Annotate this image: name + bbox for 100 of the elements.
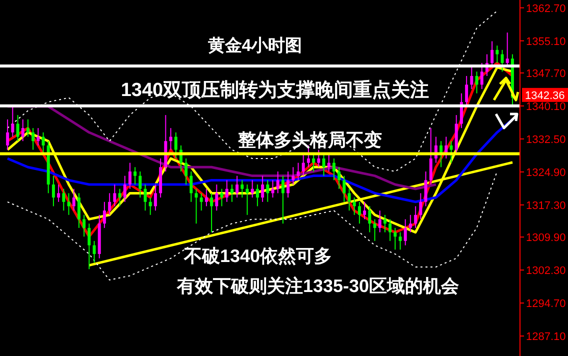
candlestick (480, 62, 484, 90)
candlestick (378, 210, 382, 233)
candlestick (281, 175, 284, 224)
candlestick (246, 184, 249, 216)
candlestick (11, 106, 14, 138)
candlestick (352, 197, 356, 216)
candlestick (342, 175, 346, 202)
y-tick-label: 1355.10 (526, 36, 566, 48)
candlestick (230, 184, 234, 202)
candlestick (88, 223, 91, 270)
candlestick (327, 154, 330, 172)
candlestick (194, 188, 198, 224)
y-tick-label: 1287.10 (526, 331, 566, 344)
candlestick (72, 188, 76, 212)
annotation: 1340双顶压制转为支撑晚间重点关注 (120, 80, 430, 101)
candlestick (123, 175, 126, 202)
candlestick (302, 154, 305, 176)
y-tick-label: 1294.70 (526, 298, 566, 310)
candlestick (394, 227, 397, 250)
candlestick (296, 162, 300, 181)
candlestick (419, 192, 422, 220)
candlestick (363, 201, 366, 220)
candlestick (57, 184, 60, 202)
candlestick (102, 201, 106, 228)
candlestick (215, 184, 218, 212)
candlestick (250, 180, 254, 198)
candlestick (6, 118, 10, 150)
candlestick (261, 175, 264, 202)
candlestick (42, 132, 45, 155)
annotation: 整体多头格局不变 (238, 130, 382, 150)
candlestick (256, 184, 259, 207)
candlestick (348, 188, 351, 212)
candlestick (470, 66, 474, 90)
candlestick (148, 197, 152, 216)
candlestick (358, 201, 361, 224)
y-tick-label: 1332.50 (526, 134, 566, 146)
candlestick (240, 180, 244, 198)
candlestick (475, 71, 478, 94)
candlestick (450, 140, 453, 164)
candlestick (21, 118, 24, 142)
y-tick-label: 1347.70 (526, 68, 566, 80)
candlestick (52, 175, 55, 207)
candlestick (398, 232, 402, 250)
candlestick (322, 154, 326, 176)
candlestick (92, 240, 96, 264)
candlestick (144, 184, 147, 212)
candlestick (271, 180, 274, 198)
candlestick (134, 166, 137, 186)
candlestick (26, 118, 30, 138)
y-tick-label: 1317.30 (526, 200, 566, 212)
candlestick (210, 192, 214, 233)
candlestick (368, 206, 372, 233)
candlestick (118, 188, 122, 207)
candlestick (16, 114, 20, 142)
candlestick (220, 188, 224, 207)
candlestick (332, 158, 336, 181)
candlestick (67, 192, 70, 216)
candlestick (62, 188, 66, 212)
candlestick (174, 132, 178, 159)
candlestick (408, 214, 412, 233)
annotation: 有效下破则关注1335-30区域的机会 (176, 276, 460, 296)
candlestick (317, 149, 320, 168)
candlestick (138, 170, 142, 198)
candlestick (184, 158, 188, 186)
candlestick (404, 218, 407, 246)
candlestick (128, 162, 132, 190)
candlestick (169, 128, 172, 150)
candlestick (200, 192, 203, 212)
annotation: 不破1340依然可多 (184, 246, 332, 266)
candlestick (77, 192, 80, 228)
candlestick (276, 170, 280, 194)
candlestick (496, 45, 499, 64)
candlestick (500, 49, 504, 72)
candlestick (312, 154, 316, 172)
y-tick-label: 1309.90 (526, 232, 566, 244)
y-tick-label: 1340.10 (526, 100, 566, 113)
title: 黄金4小时图 (208, 36, 302, 55)
candlestick (383, 214, 386, 233)
candlestick (204, 188, 208, 207)
candlestick (429, 128, 432, 186)
candlestick (225, 180, 228, 202)
candlestick (266, 180, 270, 202)
candlestick (190, 170, 193, 202)
candlestick (154, 184, 157, 212)
candlestick (424, 170, 428, 207)
candlestick (373, 218, 376, 242)
candlestick (338, 166, 341, 190)
candlestick (292, 166, 295, 186)
candlestick (36, 128, 40, 146)
candlestick (236, 175, 239, 198)
candlestick (286, 170, 290, 198)
y-tick-label: 1302.30 (526, 265, 566, 278)
candlestick (465, 75, 468, 107)
candlestick (108, 192, 112, 216)
y-tick-label: 1324.90 (526, 166, 566, 179)
candlestick (414, 206, 418, 228)
candlestick (113, 184, 116, 207)
annotation: 1342.36 (525, 90, 565, 102)
candlestick (82, 214, 86, 238)
y-tick-label: 1362.70 (526, 2, 566, 15)
